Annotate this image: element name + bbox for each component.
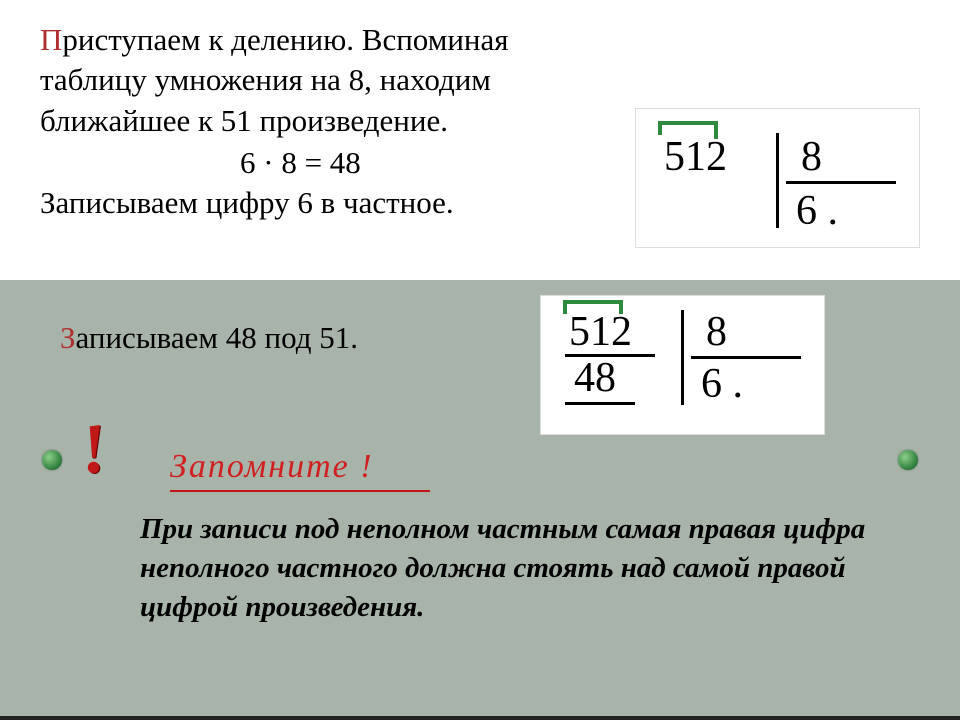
divisor-1: 8 — [801, 133, 822, 181]
quotient-2: 6 . — [701, 360, 743, 408]
divisor-underline-2 — [691, 356, 801, 359]
subtrahend-2: 48 — [574, 354, 616, 402]
decorative-dot-icon — [42, 450, 62, 470]
divisor-2: 8 — [706, 308, 727, 356]
dividend-1: 512 — [664, 133, 727, 181]
p3-first-letter: З — [60, 320, 76, 355]
division-box-1: 512 8 6 . — [635, 108, 920, 248]
bottom-dark-bar — [0, 716, 960, 720]
remember-underline — [170, 490, 430, 492]
divisor-underline-1 — [786, 181, 896, 184]
dividend-2: 512 — [569, 308, 632, 356]
p1-first-letter: П — [40, 22, 62, 57]
p1-body: риступаем к делению. Вспоминая таблицу у… — [40, 22, 509, 138]
p3-body: аписываем 48 под 51. — [76, 320, 358, 355]
quotient-1: 6 . — [796, 187, 838, 235]
remember-label: Запомните ! — [170, 448, 374, 486]
paragraph-1: Приступаем к делению. Вспоминая таблицу … — [40, 20, 600, 141]
sub-underline-2 — [565, 402, 635, 405]
note-text: При записи под неполном частным самая пр… — [140, 510, 920, 627]
division-vline-2 — [681, 310, 684, 405]
division-vline-1 — [776, 133, 779, 228]
decorative-dot-icon — [898, 450, 918, 470]
division-box-2: 512 48 8 6 . — [540, 295, 825, 435]
